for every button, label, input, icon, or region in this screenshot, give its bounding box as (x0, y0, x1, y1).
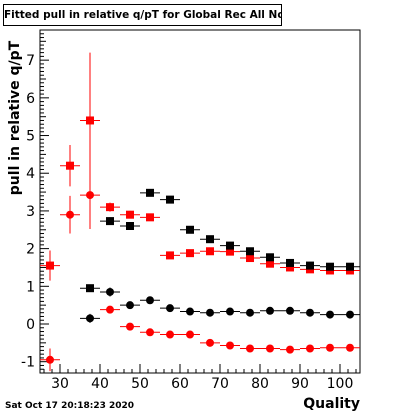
data-point-square (86, 116, 94, 125)
data-point-circle (266, 306, 274, 315)
data-point-square (126, 222, 134, 230)
data-point-circle (306, 344, 314, 353)
y-tick-label: 6 (26, 91, 35, 107)
data-point-square (106, 203, 114, 212)
data-point-square (86, 284, 94, 293)
data-point-square (286, 258, 294, 267)
x-tick-label: 60 (171, 376, 189, 392)
data-point-circle (126, 301, 134, 310)
data-point-square (206, 247, 214, 256)
data-point-square (166, 195, 174, 204)
data-point-square (226, 247, 234, 256)
data-point-square (206, 235, 214, 244)
x-tick-label: 70 (211, 376, 229, 392)
x-tick-label: 30 (51, 376, 69, 392)
data-point-square (326, 262, 334, 271)
data-point-circle (326, 343, 334, 352)
data-point-square (346, 262, 354, 271)
y-axis-label: pull in relative q/pT (7, 40, 23, 196)
data-point-square (246, 247, 254, 256)
data-point-square (226, 241, 234, 250)
data-point-circle (146, 296, 154, 305)
y-tick-label: 4 (26, 166, 35, 182)
data-point-circle (166, 330, 174, 339)
data-point-circle (286, 345, 294, 354)
data-point-circle (246, 308, 254, 317)
data-point-square (186, 249, 194, 258)
data-point-circle (46, 355, 54, 364)
x-tick-label: 50 (131, 376, 149, 392)
data-point-circle (226, 307, 234, 316)
data-point-circle (306, 308, 314, 317)
data-point-circle (86, 191, 94, 200)
data-point-square (306, 261, 314, 270)
chart-title: Fitted pull in relative q/pT for Global … (3, 4, 282, 26)
data-point-circle (146, 328, 154, 337)
y-tick-label: -1 (21, 355, 35, 371)
y-tick-label: 7 (26, 53, 35, 69)
data-point-circle (206, 308, 214, 317)
data-point-square (286, 263, 294, 272)
data-point-circle (186, 307, 194, 316)
data-point-circle (346, 310, 354, 319)
data-point-square (246, 254, 254, 263)
y-tick-label: 1 (26, 279, 35, 295)
data-point-square (46, 261, 54, 270)
data-point-circle (66, 210, 74, 219)
data-point-square (186, 225, 194, 234)
y-tick-label: 3 (26, 204, 35, 220)
y-tick-label: 0 (26, 317, 35, 333)
data-point-circle (166, 304, 174, 313)
data-point-square (126, 210, 134, 219)
data-point-square (266, 253, 274, 262)
x-tick-label: 90 (291, 376, 309, 392)
data-point-circle (286, 306, 294, 315)
data-point-circle (106, 305, 114, 314)
data-point-circle (346, 343, 354, 352)
data-point-circle (126, 322, 134, 331)
data-point-square (66, 161, 74, 170)
y-tick-label: 5 (26, 129, 35, 145)
x-axis-label: Quality (303, 396, 360, 412)
plot-frame (39, 29, 361, 374)
data-point-circle (226, 341, 234, 350)
data-point-square (146, 213, 154, 222)
data-point-circle (206, 338, 214, 347)
data-point-square (166, 251, 174, 260)
data-point-circle (246, 344, 254, 353)
data-point-square (266, 259, 274, 268)
data-point-circle (186, 330, 194, 339)
data-point-square (106, 217, 114, 226)
y-tick-label: 2 (26, 242, 35, 258)
x-tick-label: 80 (251, 376, 269, 392)
data-point-circle (266, 344, 274, 353)
data-point-square (146, 188, 154, 197)
timestamp: Sat Oct 17 20:18:23 2020 (5, 401, 135, 411)
data-point-circle (106, 287, 114, 296)
x-tick-label: 40 (91, 376, 109, 392)
data-point-circle (86, 314, 94, 323)
x-tick-label: 100 (327, 376, 354, 392)
data-point-circle (326, 310, 334, 319)
